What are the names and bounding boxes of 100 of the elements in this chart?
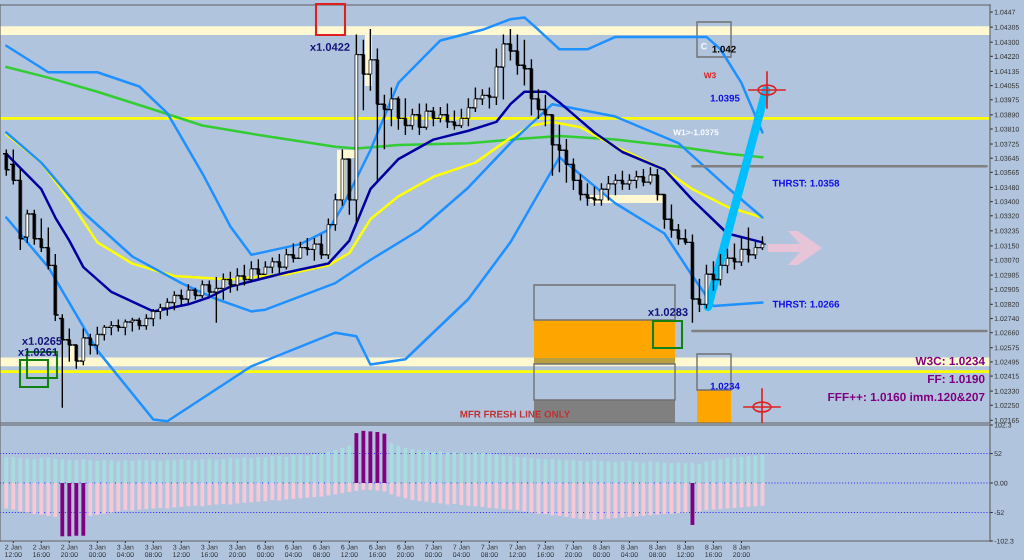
bar <box>144 483 149 510</box>
bar <box>179 459 184 483</box>
bar <box>277 483 282 501</box>
bar <box>32 483 37 515</box>
bar <box>53 483 58 518</box>
annotation: C <box>701 43 708 50</box>
bar <box>368 431 373 483</box>
bar <box>529 458 534 483</box>
bar <box>452 483 457 504</box>
bar <box>95 483 100 515</box>
bar <box>46 483 51 516</box>
bar <box>11 483 16 510</box>
bar <box>613 462 618 483</box>
bar <box>249 458 254 483</box>
bar <box>312 483 317 498</box>
line-series <box>5 156 764 423</box>
bar <box>550 483 555 516</box>
bar <box>452 451 457 483</box>
bar <box>151 483 156 509</box>
bar <box>109 483 114 513</box>
bar <box>165 483 170 509</box>
bar <box>186 459 191 483</box>
bar <box>536 458 541 483</box>
bar <box>249 483 254 503</box>
bar <box>25 458 30 483</box>
bar <box>480 452 485 483</box>
bar <box>102 483 107 514</box>
bar <box>67 459 72 483</box>
bar <box>445 483 450 505</box>
bar <box>193 460 198 483</box>
bar <box>81 459 86 483</box>
annotation: x1.0422 <box>310 43 350 51</box>
bar <box>298 454 303 483</box>
bar <box>592 460 597 483</box>
bar <box>522 483 527 512</box>
bar <box>158 483 163 508</box>
bar <box>242 483 247 503</box>
bar <box>165 459 170 483</box>
bar <box>172 483 177 508</box>
bar <box>228 458 233 483</box>
bar <box>242 457 247 483</box>
bar <box>375 483 380 491</box>
bar <box>382 433 387 483</box>
bar <box>550 459 555 483</box>
annotation: 1.0234 <box>710 382 740 390</box>
annotation: W3C: 1.0234 <box>915 356 985 366</box>
bar <box>102 459 107 483</box>
bar <box>116 461 121 483</box>
bar <box>123 483 128 511</box>
bar <box>382 483 387 492</box>
bar <box>410 448 415 483</box>
bar <box>389 443 394 483</box>
bar <box>130 483 135 511</box>
bar <box>396 445 401 483</box>
bar <box>459 452 464 483</box>
annotation: W3 <box>703 72 716 79</box>
bar <box>60 459 65 483</box>
bar <box>270 483 275 501</box>
bar <box>214 459 219 483</box>
bar <box>67 483 72 537</box>
bar <box>466 453 471 483</box>
bar <box>438 483 443 504</box>
bar <box>501 455 506 483</box>
bar <box>606 461 611 483</box>
bar <box>221 483 226 504</box>
bar <box>158 460 163 483</box>
bar <box>508 456 513 483</box>
bar <box>515 456 520 483</box>
bar <box>109 460 114 483</box>
bar <box>319 453 324 483</box>
bar <box>396 483 401 497</box>
bar <box>4 457 9 483</box>
bar <box>291 455 296 483</box>
bar <box>95 460 100 483</box>
bar <box>319 483 324 497</box>
annotation: x1.0265 <box>22 337 62 345</box>
bar <box>592 483 597 520</box>
bar <box>494 483 499 509</box>
bar <box>508 483 513 510</box>
annotation: MFR FRESH LINE ONLY <box>460 410 571 418</box>
bar <box>200 483 205 507</box>
bar <box>417 450 422 483</box>
bar <box>214 483 219 505</box>
bar <box>403 447 408 483</box>
bar <box>585 483 590 520</box>
bar <box>459 483 464 506</box>
bar <box>88 483 93 516</box>
bar <box>466 483 471 506</box>
bar <box>11 456 16 483</box>
bar <box>298 483 303 499</box>
bar <box>431 483 436 503</box>
bar <box>39 483 44 515</box>
bar <box>284 456 289 483</box>
bar <box>256 456 261 483</box>
bar <box>81 483 86 536</box>
bar <box>326 483 331 496</box>
bar <box>543 483 548 515</box>
bar <box>340 483 345 494</box>
annotation: W1>-1.0375 <box>673 129 719 136</box>
bar <box>431 451 436 483</box>
